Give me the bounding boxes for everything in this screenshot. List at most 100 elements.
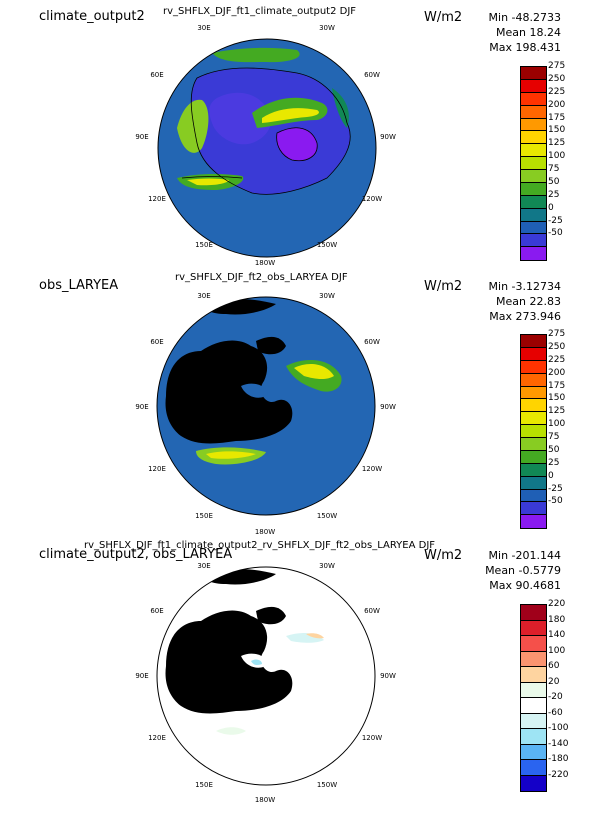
stat-mean: Mean 22.83 bbox=[496, 295, 561, 308]
stat-mean: Mean -0.5779 bbox=[485, 564, 561, 577]
difference-region bbox=[216, 727, 246, 735]
colorbar-tick-label: 100 bbox=[548, 419, 566, 430]
lon-label-120w: 120W bbox=[361, 195, 383, 203]
colorbar-segment bbox=[521, 208, 546, 222]
lon-label-60w: 60W bbox=[364, 338, 380, 346]
polar-map bbox=[156, 566, 376, 786]
colorbar-tick-label: 140 bbox=[548, 630, 566, 640]
lon-label-150w: 150W bbox=[316, 512, 338, 520]
stat-max: Max 273.946 bbox=[489, 310, 561, 323]
globe-outline bbox=[157, 38, 377, 258]
colorbar-segment bbox=[521, 489, 546, 503]
colorbar-tick-label: -20 bbox=[548, 692, 563, 702]
colorbar-tick-label: 150 bbox=[548, 393, 566, 404]
colorbar-segment bbox=[521, 386, 546, 400]
colorbar-tick-label: 275 bbox=[548, 329, 566, 339]
panel-units: W/m2 bbox=[424, 10, 463, 25]
colorbar-tick-label: 180 bbox=[548, 614, 566, 625]
lon-label-90e: 90E bbox=[135, 403, 149, 411]
land-mask bbox=[256, 336, 286, 355]
panel-stats: Min -201.144 Mean -0.5779 Max 90.4681 bbox=[451, 548, 561, 593]
colorbar-tick-label: 50 bbox=[548, 176, 560, 187]
colorbar-segment bbox=[521, 450, 546, 464]
colorbar-tick-label: -25 bbox=[548, 215, 563, 226]
lon-label-60e: 60E bbox=[150, 338, 164, 346]
lon-label-30e: 30E bbox=[197, 292, 211, 300]
colorbar-segment bbox=[521, 144, 546, 158]
lon-label-60e: 60E bbox=[150, 607, 164, 615]
lon-label-30e: 30E bbox=[197, 562, 211, 570]
lon-label-120e: 120E bbox=[148, 734, 166, 742]
colorbar-segment bbox=[521, 667, 546, 683]
colorbar-tick-label: 225 bbox=[548, 86, 566, 97]
colorbar-tick-label: 275 bbox=[548, 61, 566, 71]
lon-label-150w: 150W bbox=[316, 241, 338, 249]
colorbar-segment bbox=[521, 105, 546, 119]
colorbar-segment bbox=[521, 651, 546, 667]
polar-map bbox=[156, 296, 376, 516]
flux-region-high bbox=[294, 364, 334, 380]
colorbar-tick-label: -220 bbox=[548, 769, 569, 780]
lon-label-150e: 150E bbox=[195, 512, 213, 520]
lon-label-60w: 60W bbox=[364, 607, 380, 615]
lon-label-90w: 90W bbox=[380, 403, 396, 411]
difference-region bbox=[251, 659, 262, 665]
lon-label-30w: 30W bbox=[319, 24, 335, 32]
colorbar-tick-label: 50 bbox=[548, 444, 560, 455]
colorbar-segment bbox=[521, 775, 546, 791]
colorbar-tick-label: 20 bbox=[548, 676, 560, 687]
polar-map bbox=[157, 38, 377, 258]
colorbar-segment bbox=[521, 67, 546, 80]
lon-label-150e: 150E bbox=[195, 781, 213, 789]
colorbar-tick-label: 225 bbox=[548, 354, 566, 365]
colorbar-tick-label: 200 bbox=[548, 367, 566, 378]
colorbar-segment bbox=[521, 713, 546, 729]
colorbar-tick-label: -50 bbox=[548, 228, 563, 239]
colorbar-segment bbox=[521, 476, 546, 490]
lon-label-60w: 60W bbox=[364, 71, 380, 79]
colorbar bbox=[520, 66, 547, 262]
panel-model: climate_output2 rv_SHFLX_DJF_ft1_climate… bbox=[0, 0, 606, 270]
panel-units: W/m2 bbox=[424, 279, 463, 294]
colorbar-segment bbox=[521, 463, 546, 477]
colorbar-tick-label: 125 bbox=[548, 138, 566, 149]
lon-label-120w: 120W bbox=[361, 465, 383, 473]
panel-units: W/m2 bbox=[424, 548, 463, 563]
lon-label-120w: 120W bbox=[361, 734, 383, 742]
colorbar-segment bbox=[521, 182, 546, 196]
difference-region bbox=[306, 633, 324, 639]
colorbar-tick-label: -25 bbox=[548, 483, 563, 494]
lon-label-30e: 30E bbox=[197, 24, 211, 32]
panel-center-title: rv_SHFLX_DJF_ft1_climate_output2_rv_SHFL… bbox=[84, 540, 436, 551]
colorbar-segment bbox=[521, 425, 546, 438]
colorbar-tick-label: 220 bbox=[548, 599, 566, 609]
colorbar-segment bbox=[521, 515, 546, 529]
lon-label-180w: 180W bbox=[254, 259, 276, 267]
colorbar-segment bbox=[521, 605, 546, 621]
land-mask bbox=[165, 610, 293, 714]
colorbar-segment bbox=[521, 438, 546, 451]
panel-center-title: rv_SHFLX_DJF_ft2_obs_LARYEA DJF bbox=[175, 272, 348, 283]
panel-stats: Min -48.2733 Mean 18.24 Max 198.431 bbox=[451, 10, 561, 55]
flux-region bbox=[177, 99, 209, 153]
flux-region-high bbox=[187, 178, 229, 186]
colorbar-segment bbox=[521, 744, 546, 760]
colorbar-segment bbox=[521, 399, 546, 413]
colorbar-segment bbox=[521, 195, 546, 209]
lon-label-30w: 30W bbox=[319, 292, 335, 300]
panel-difference: climate_output2, obs_LARYEA rv_SHFLX_DJF… bbox=[0, 540, 606, 810]
colorbar-tick-label: -180 bbox=[548, 754, 569, 764]
lon-label-150e: 150E bbox=[195, 241, 213, 249]
lon-label-120e: 120E bbox=[148, 195, 166, 203]
colorbar-segment bbox=[521, 92, 546, 106]
lon-label-60e: 60E bbox=[150, 71, 164, 79]
lon-label-180w: 180W bbox=[254, 796, 276, 804]
lon-label-90w: 90W bbox=[380, 133, 396, 141]
colorbar-tick-label: 100 bbox=[548, 645, 566, 656]
colorbar bbox=[520, 604, 547, 792]
colorbar-tick-label: 250 bbox=[548, 341, 566, 352]
colorbar-segment bbox=[521, 729, 546, 745]
flux-region bbox=[212, 47, 300, 63]
lon-label-120e: 120E bbox=[148, 465, 166, 473]
lon-label-90e: 90E bbox=[135, 133, 149, 141]
